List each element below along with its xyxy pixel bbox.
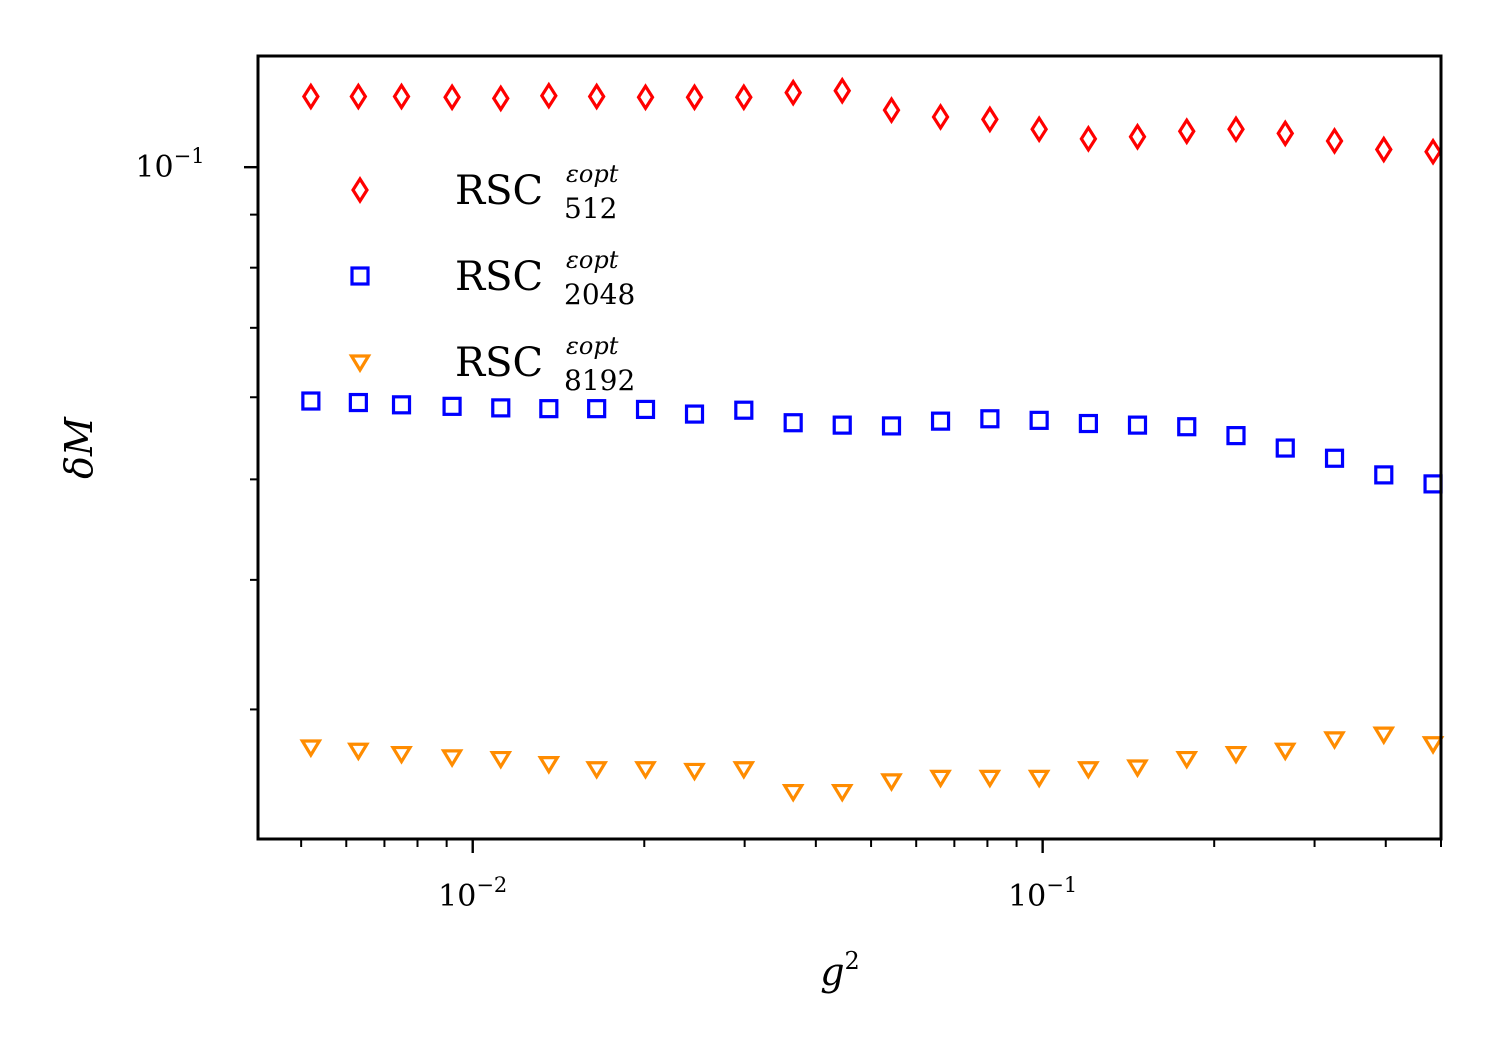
data-point-8192-2 bbox=[390, 745, 413, 765]
data-point-2048-17 bbox=[1127, 415, 1148, 435]
data-point-512-10 bbox=[784, 78, 803, 107]
data-point-512-6 bbox=[587, 82, 606, 111]
data-point-512-13 bbox=[931, 102, 950, 131]
data-point-2048-11 bbox=[832, 415, 852, 435]
data-point-2048-12 bbox=[881, 416, 902, 436]
legend-item-512: RSC εopt 512 bbox=[351, 160, 619, 225]
data-point-2048-6 bbox=[587, 399, 607, 419]
data-point-2048-7 bbox=[635, 399, 656, 420]
legend-superscript: εopt bbox=[566, 160, 619, 188]
x-axis-ticks: 10−2 10−1 bbox=[300, 839, 1442, 914]
data-point-2048-8 bbox=[684, 404, 705, 424]
legend: RSC εopt 512 RSC εopt 2048 RSC εopt 8192 bbox=[348, 160, 635, 397]
data-point-8192-6 bbox=[585, 761, 609, 780]
legend-item-8192: RSC εopt 8192 bbox=[348, 332, 635, 397]
data-point-512-23 bbox=[1424, 137, 1442, 166]
data-point-512-19 bbox=[1227, 115, 1245, 144]
data-point-8192-23 bbox=[1421, 736, 1445, 755]
data-point-8192-9 bbox=[732, 761, 756, 780]
data-point-8192-12 bbox=[880, 773, 903, 792]
legend-subscript: 2048 bbox=[564, 278, 635, 311]
data-point-512-16 bbox=[1079, 124, 1098, 153]
data-point-8192-8 bbox=[683, 762, 706, 782]
data-point-8192-20 bbox=[1273, 742, 1297, 762]
y-axis-ticks: 10−1 bbox=[135, 144, 258, 711]
data-point-512-1 bbox=[349, 82, 368, 111]
data-point-512-17 bbox=[1128, 122, 1147, 151]
data-point-8192-10 bbox=[781, 783, 805, 803]
data-point-512-3 bbox=[443, 83, 461, 112]
data-point-2048-2 bbox=[391, 395, 412, 415]
data-point-8192-3 bbox=[440, 749, 464, 768]
legend-superscript: εopt bbox=[566, 246, 619, 274]
legend-marker-512 bbox=[351, 176, 369, 204]
data-point-512-4 bbox=[491, 84, 510, 113]
data-point-8192-16 bbox=[1077, 761, 1100, 780]
data-point-2048-1 bbox=[348, 392, 368, 413]
data-point-8192-22 bbox=[1372, 726, 1396, 746]
legend-subscript: 8192 bbox=[564, 364, 635, 397]
data-point-8192-15 bbox=[1027, 769, 1051, 789]
legend-subscript: 512 bbox=[564, 192, 617, 225]
data-point-512-5 bbox=[539, 81, 558, 110]
data-point-8192-11 bbox=[830, 783, 854, 803]
data-point-2048-4 bbox=[491, 398, 511, 418]
data-point-2048-14 bbox=[980, 409, 1000, 429]
data-point-2048-21 bbox=[1324, 448, 1345, 468]
data-point-512-9 bbox=[734, 83, 753, 112]
y-axis-label: δM bbox=[57, 416, 101, 479]
data-point-512-22 bbox=[1374, 135, 1393, 164]
data-point-2048-5 bbox=[539, 399, 559, 419]
x-tick-label: 10−1 bbox=[1008, 873, 1077, 914]
data-point-2048-9 bbox=[734, 400, 754, 420]
data-point-512-7 bbox=[636, 83, 655, 112]
data-point-2048-10 bbox=[783, 413, 803, 433]
data-point-512-12 bbox=[882, 96, 901, 125]
x-tick-label: 10−2 bbox=[438, 873, 507, 914]
data-point-2048-13 bbox=[930, 411, 951, 431]
plot-frame bbox=[256, 54, 1443, 841]
data-point-512-11 bbox=[833, 76, 852, 105]
data-point-512-21 bbox=[1325, 126, 1344, 155]
data-point-2048-20 bbox=[1275, 438, 1295, 458]
data-point-8192-21 bbox=[1323, 731, 1346, 750]
data-point-512-20 bbox=[1276, 119, 1295, 148]
data-point-8192-5 bbox=[537, 756, 561, 775]
data-point-8192-4 bbox=[489, 750, 513, 770]
data-point-512-18 bbox=[1177, 117, 1196, 146]
legend-label-8192: RSC bbox=[455, 340, 543, 386]
legend-superscript: εopt bbox=[566, 332, 619, 360]
data-point-8192-13 bbox=[929, 769, 952, 789]
data-point-2048-3 bbox=[442, 396, 462, 416]
legend-item-2048: RSC εopt 2048 bbox=[350, 246, 635, 311]
data-markers bbox=[299, 76, 1445, 803]
data-point-512-15 bbox=[1030, 115, 1049, 144]
data-point-8192-14 bbox=[978, 769, 1002, 789]
legend-label-2048: RSC bbox=[455, 254, 543, 300]
legend-marker-2048 bbox=[350, 266, 370, 286]
x-axis-label: g2 bbox=[820, 947, 860, 994]
data-point-512-2 bbox=[392, 82, 411, 111]
legend-marker-8192 bbox=[348, 354, 372, 374]
data-point-512-0 bbox=[301, 82, 320, 111]
data-point-2048-19 bbox=[1226, 426, 1246, 446]
data-point-2048-16 bbox=[1078, 413, 1098, 434]
data-point-8192-17 bbox=[1126, 759, 1149, 779]
data-point-2048-0 bbox=[301, 391, 321, 411]
legend-label-512: RSC bbox=[455, 168, 543, 214]
data-point-2048-22 bbox=[1374, 465, 1394, 485]
data-point-8192-18 bbox=[1175, 750, 1199, 770]
data-point-2048-18 bbox=[1177, 417, 1197, 437]
data-point-8192-0 bbox=[299, 739, 323, 759]
y-tick-label: 10−1 bbox=[135, 144, 204, 185]
data-point-2048-15 bbox=[1029, 410, 1049, 430]
data-point-8192-19 bbox=[1224, 745, 1248, 765]
data-point-8192-7 bbox=[634, 761, 657, 780]
data-point-512-14 bbox=[980, 105, 999, 134]
data-point-512-8 bbox=[685, 83, 704, 112]
data-point-8192-1 bbox=[347, 742, 370, 762]
